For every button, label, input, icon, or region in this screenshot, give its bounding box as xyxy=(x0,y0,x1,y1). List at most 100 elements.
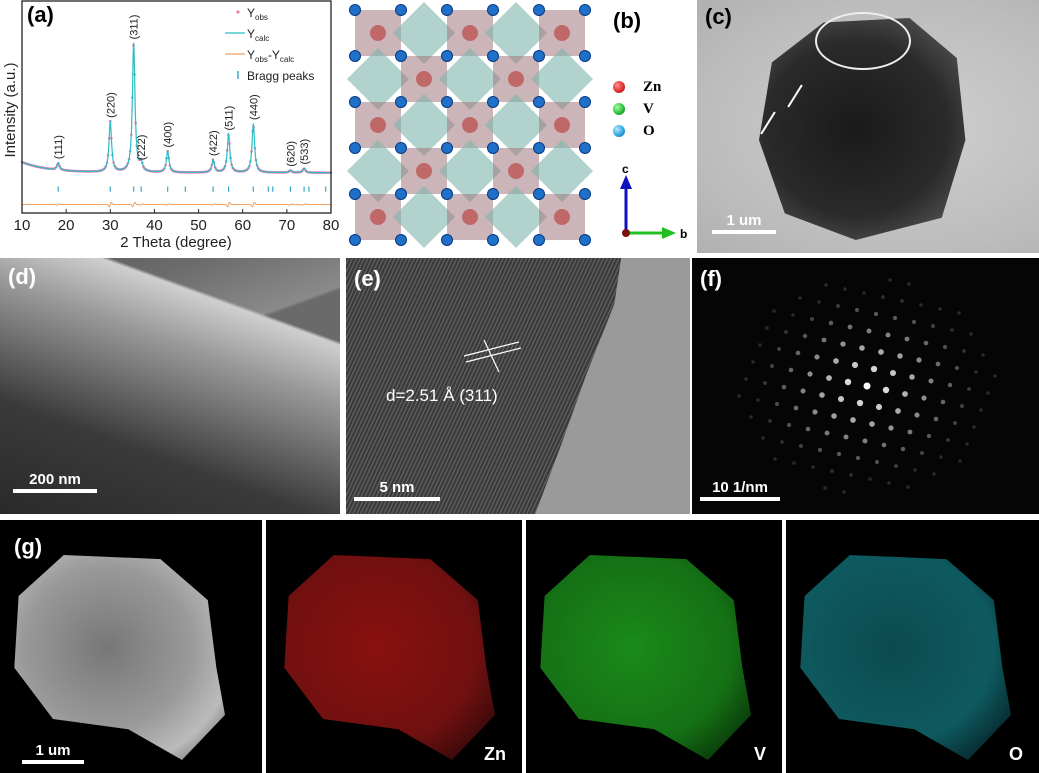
vO6-polyhedron xyxy=(485,186,547,248)
zn-atom xyxy=(462,209,478,225)
peak-label: (220) xyxy=(105,92,117,118)
panel-label-d: (d) xyxy=(8,264,37,289)
scale-bar-g: 1 um xyxy=(22,742,84,764)
diffraction-spot xyxy=(866,328,872,334)
diffraction-spot xyxy=(795,350,801,356)
o-atom xyxy=(349,4,361,16)
diffraction-spot xyxy=(793,405,799,411)
zn-atom xyxy=(508,163,524,179)
scale-bar-e: 5 nm xyxy=(354,479,440,501)
peak-label: (222) xyxy=(136,135,148,161)
diffraction-spot xyxy=(863,382,871,390)
legend-entry: Yobs xyxy=(247,6,268,22)
diffraction-spot xyxy=(942,344,948,350)
diffraction-spot xyxy=(814,354,820,360)
diffraction-spot xyxy=(986,391,990,395)
o-atom xyxy=(533,142,545,154)
diffraction-spot xyxy=(921,395,927,401)
d-spacing-label: d=2.51 Å (311) xyxy=(386,386,498,405)
o-atom xyxy=(441,96,453,108)
panel-label-f: (f) xyxy=(700,266,722,291)
diffraction-spot xyxy=(907,282,911,286)
diffraction-spot xyxy=(777,347,781,351)
zn-atom xyxy=(370,25,386,41)
diffraction-spot xyxy=(831,413,837,419)
scale-bar-c: 1 um xyxy=(712,212,776,234)
diffraction-spot xyxy=(847,324,853,330)
diffraction-spot xyxy=(840,341,846,347)
diffraction-spot xyxy=(957,311,961,315)
diffraction-spot xyxy=(791,313,795,317)
b-axis-label: b xyxy=(680,227,687,241)
scale-bar-e-label: 5 nm xyxy=(379,479,415,496)
diffraction-spot xyxy=(950,328,954,332)
eds-label-o: O xyxy=(1008,744,1023,764)
diffraction-spot xyxy=(947,382,953,388)
c-axis-label: c xyxy=(622,165,629,176)
x-tick-label: 30 xyxy=(102,217,119,234)
panel-a-xrd-chart: (111) (220) (311) (222) (400) (422) (511) (440)… xyxy=(0,0,345,253)
diffraction-spot xyxy=(786,422,792,428)
diffraction-spot xyxy=(772,309,776,313)
diffraction-spot xyxy=(758,343,762,347)
diffraction-spot xyxy=(900,446,906,452)
eds-map-v: V xyxy=(526,520,782,773)
o-atom xyxy=(441,142,453,154)
o-atom xyxy=(395,96,407,108)
v-atom-icon xyxy=(613,103,625,115)
diffraction-spot xyxy=(895,408,901,414)
diffraction-spot xyxy=(751,360,755,364)
vO6-polyhedron xyxy=(393,2,455,64)
diffraction-spot xyxy=(888,278,892,282)
xrd-chart: (111) (220) (311) (222) (400) (422) (511) (440)… xyxy=(2,0,340,251)
diffraction-spot xyxy=(913,468,917,472)
legend-entry: Ycalc xyxy=(247,27,269,43)
o-atom xyxy=(487,4,499,16)
diffraction-spot xyxy=(885,332,891,338)
o-atom xyxy=(441,188,453,200)
diffraction-spot xyxy=(887,481,891,485)
diffraction-spot xyxy=(958,459,962,463)
diffraction-spot xyxy=(969,332,973,336)
o-atom xyxy=(349,188,361,200)
b-axis-arrow-icon xyxy=(662,227,676,239)
diffraction-spot xyxy=(888,425,894,431)
diffraction-spot xyxy=(844,378,852,386)
x-tick-label: 80 xyxy=(323,217,340,234)
scale-bar-g-label: 1 um xyxy=(35,742,71,759)
panel-c-tem-image: (c) 1 um xyxy=(697,0,1039,253)
o-atom xyxy=(533,4,545,16)
diffraction-spot xyxy=(993,374,997,378)
diffraction-spot xyxy=(919,303,923,307)
diffraction-spot xyxy=(763,381,767,385)
diffraction-spot xyxy=(828,320,834,326)
legend-v: V xyxy=(613,98,661,120)
diffraction-spot xyxy=(849,473,853,477)
legend-v-label: V xyxy=(643,100,654,117)
diffraction-spots xyxy=(737,278,997,494)
diffraction-spot xyxy=(824,430,830,436)
diffraction-spot xyxy=(933,416,939,422)
o-atom xyxy=(349,96,361,108)
o-atom xyxy=(533,234,545,246)
axis-triad: c b xyxy=(620,165,687,241)
diffraction-spot xyxy=(843,434,849,440)
x-tick-label: 50 xyxy=(190,217,207,234)
diffraction-spot xyxy=(765,326,769,330)
diffraction-spot xyxy=(749,415,753,419)
diffraction-spot xyxy=(870,365,878,373)
eds-map-o: O xyxy=(786,520,1039,773)
diffraction-spot xyxy=(974,370,978,374)
diffraction-spot xyxy=(875,403,883,411)
diffraction-spot xyxy=(768,419,772,423)
o-atom xyxy=(395,142,407,154)
diffraction-spot xyxy=(851,361,859,369)
o-atom xyxy=(395,4,407,16)
panel-label-c: (c) xyxy=(705,4,732,29)
diffraction-spot xyxy=(823,486,827,490)
diffraction-spot xyxy=(830,469,834,473)
eds-label-zn: Zn xyxy=(484,744,506,764)
diffraction-spot xyxy=(939,455,943,459)
diffraction-spot xyxy=(894,464,898,468)
o-atom xyxy=(487,188,499,200)
